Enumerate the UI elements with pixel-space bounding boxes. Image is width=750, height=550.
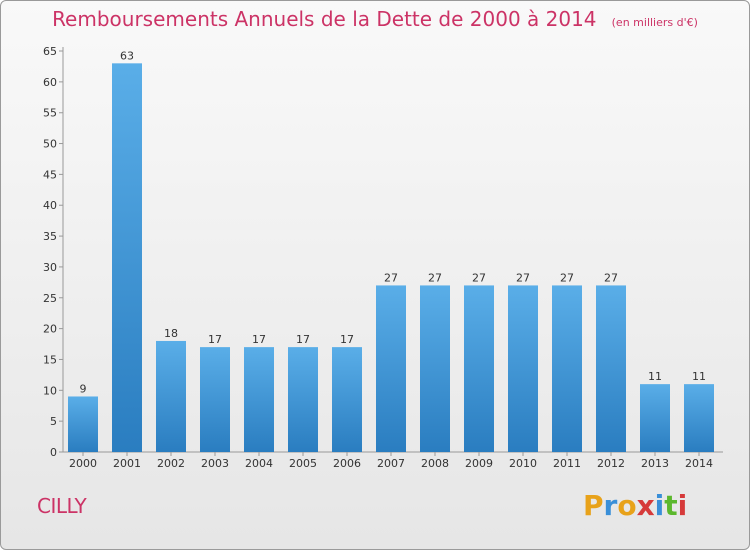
data-label-2011: 27 [560,271,574,284]
x-tick-label: 2012 [597,457,625,470]
bar-2005 [288,347,318,452]
data-label-2001: 63 [120,49,134,62]
x-tick-label: 2005 [289,457,317,470]
data-label-2005: 17 [296,333,310,346]
bar-2006 [332,347,362,452]
data-label-2012: 27 [604,271,618,284]
data-label-2004: 17 [252,333,266,346]
y-tick-label: 45 [43,168,57,181]
y-tick-label: 10 [43,384,57,397]
y-tick-label: 30 [43,261,57,274]
title-row: Remboursements Annuels de la Dette de 20… [1,7,749,31]
y-tick-label: 0 [50,446,57,459]
x-tick-label: 2008 [421,457,449,470]
logo-letter: i [654,489,665,522]
bar-2010 [508,285,538,452]
bar-2014 [684,384,714,452]
bar-2008 [420,285,450,452]
bar-2011 [552,285,582,452]
proxiti-logo: Proxiti [583,489,687,522]
y-tick-label: 40 [43,199,57,212]
y-tick-label: 55 [43,107,57,120]
x-tick-label: 2004 [245,457,273,470]
x-tick-label: 2001 [113,457,141,470]
data-label-2003: 17 [208,333,222,346]
bar-2012 [596,285,626,452]
bar-2007 [376,285,406,452]
logo-letter: t [664,489,678,522]
y-tick-label: 15 [43,353,57,366]
x-axis: 2000 2001 2002 2003 2004 2005 2006 2007 2008 2009… [63,451,723,470]
logo-letter: r [603,489,618,522]
data-label-2010: 27 [516,271,530,284]
commune-name: CILLY [37,494,87,518]
chart-unit: (en milliers d'€) [611,16,698,29]
data-label-2008: 27 [428,271,442,284]
data-label-2009: 27 [472,271,486,284]
data-label-2014: 11 [692,370,706,383]
x-tick-label: 2013 [641,457,669,470]
y-tick-label: 25 [43,292,57,305]
logo-letter: P [583,489,604,522]
data-label-2002: 18 [164,327,178,340]
bar-2004 [244,347,274,452]
logo-letter: x [636,489,655,522]
bar-2009 [464,285,494,452]
data-label-2007: 27 [384,271,398,284]
y-tick-label: 50 [43,138,57,151]
y-tick-label: 5 [50,415,57,428]
x-tick-label: 2009 [465,457,493,470]
logo-letter: o [617,489,637,522]
x-tick-label: 2006 [333,457,361,470]
y-tick-label: 20 [43,323,57,336]
data-label-2000: 9 [80,382,87,395]
x-tick-label: 2014 [685,457,713,470]
x-tick-label: 2000 [69,457,97,470]
bar-2001 [112,63,142,452]
x-tick-label: 2007 [377,457,405,470]
bar-2002 [156,340,186,452]
data-label-2013: 11 [648,370,662,383]
bar-2000 [68,396,98,452]
x-tick-label: 2010 [509,457,537,470]
bar-2013 [640,384,670,452]
logo-letter: i [677,489,688,522]
y-tick-label: 60 [43,76,57,89]
x-tick-label: 2002 [157,457,185,470]
data-label-2006: 17 [340,333,354,346]
x-tick-label: 2003 [201,457,229,470]
chart-title: Remboursements Annuels de la Dette de 20… [52,7,597,31]
bar-2003 [200,347,230,452]
y-axis: 0 5 10 15 20 25 30 35 40 45 50 55 60 65 [43,45,64,459]
y-tick-label: 35 [43,230,57,243]
y-tick-label: 65 [43,45,57,58]
bars: 9 63 18 17 17 17 17 27 27 27 27 27 27 11 11 [68,49,714,452]
x-tick-label: 2011 [553,457,581,470]
